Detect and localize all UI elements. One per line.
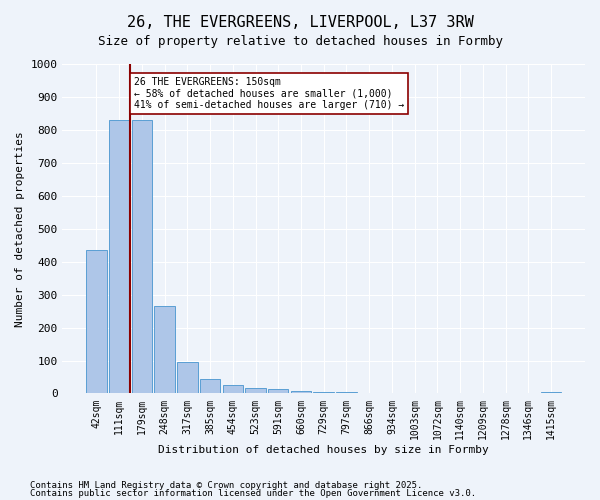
Bar: [336, 392, 356, 394]
Bar: [177, 362, 197, 394]
Text: Size of property relative to detached houses in Formby: Size of property relative to detached ho…: [97, 35, 503, 48]
Bar: [245, 388, 266, 394]
Bar: [268, 389, 289, 394]
Bar: [109, 120, 130, 394]
Bar: [291, 391, 311, 394]
Bar: [382, 393, 402, 394]
Bar: [131, 120, 152, 394]
Text: Contains public sector information licensed under the Open Government Licence v3: Contains public sector information licen…: [30, 488, 476, 498]
Bar: [359, 393, 379, 394]
Bar: [313, 392, 334, 394]
X-axis label: Distribution of detached houses by size in Formby: Distribution of detached houses by size …: [158, 445, 489, 455]
Y-axis label: Number of detached properties: Number of detached properties: [15, 131, 25, 326]
Bar: [223, 385, 243, 394]
Text: Contains HM Land Registry data © Crown copyright and database right 2025.: Contains HM Land Registry data © Crown c…: [30, 481, 422, 490]
Bar: [541, 392, 561, 394]
Bar: [86, 250, 107, 394]
Bar: [154, 306, 175, 394]
Bar: [200, 378, 220, 394]
Text: 26, THE EVERGREENS, LIVERPOOL, L37 3RW: 26, THE EVERGREENS, LIVERPOOL, L37 3RW: [127, 15, 473, 30]
Text: 26 THE EVERGREENS: 150sqm
← 58% of detached houses are smaller (1,000)
41% of se: 26 THE EVERGREENS: 150sqm ← 58% of detac…: [134, 77, 404, 110]
